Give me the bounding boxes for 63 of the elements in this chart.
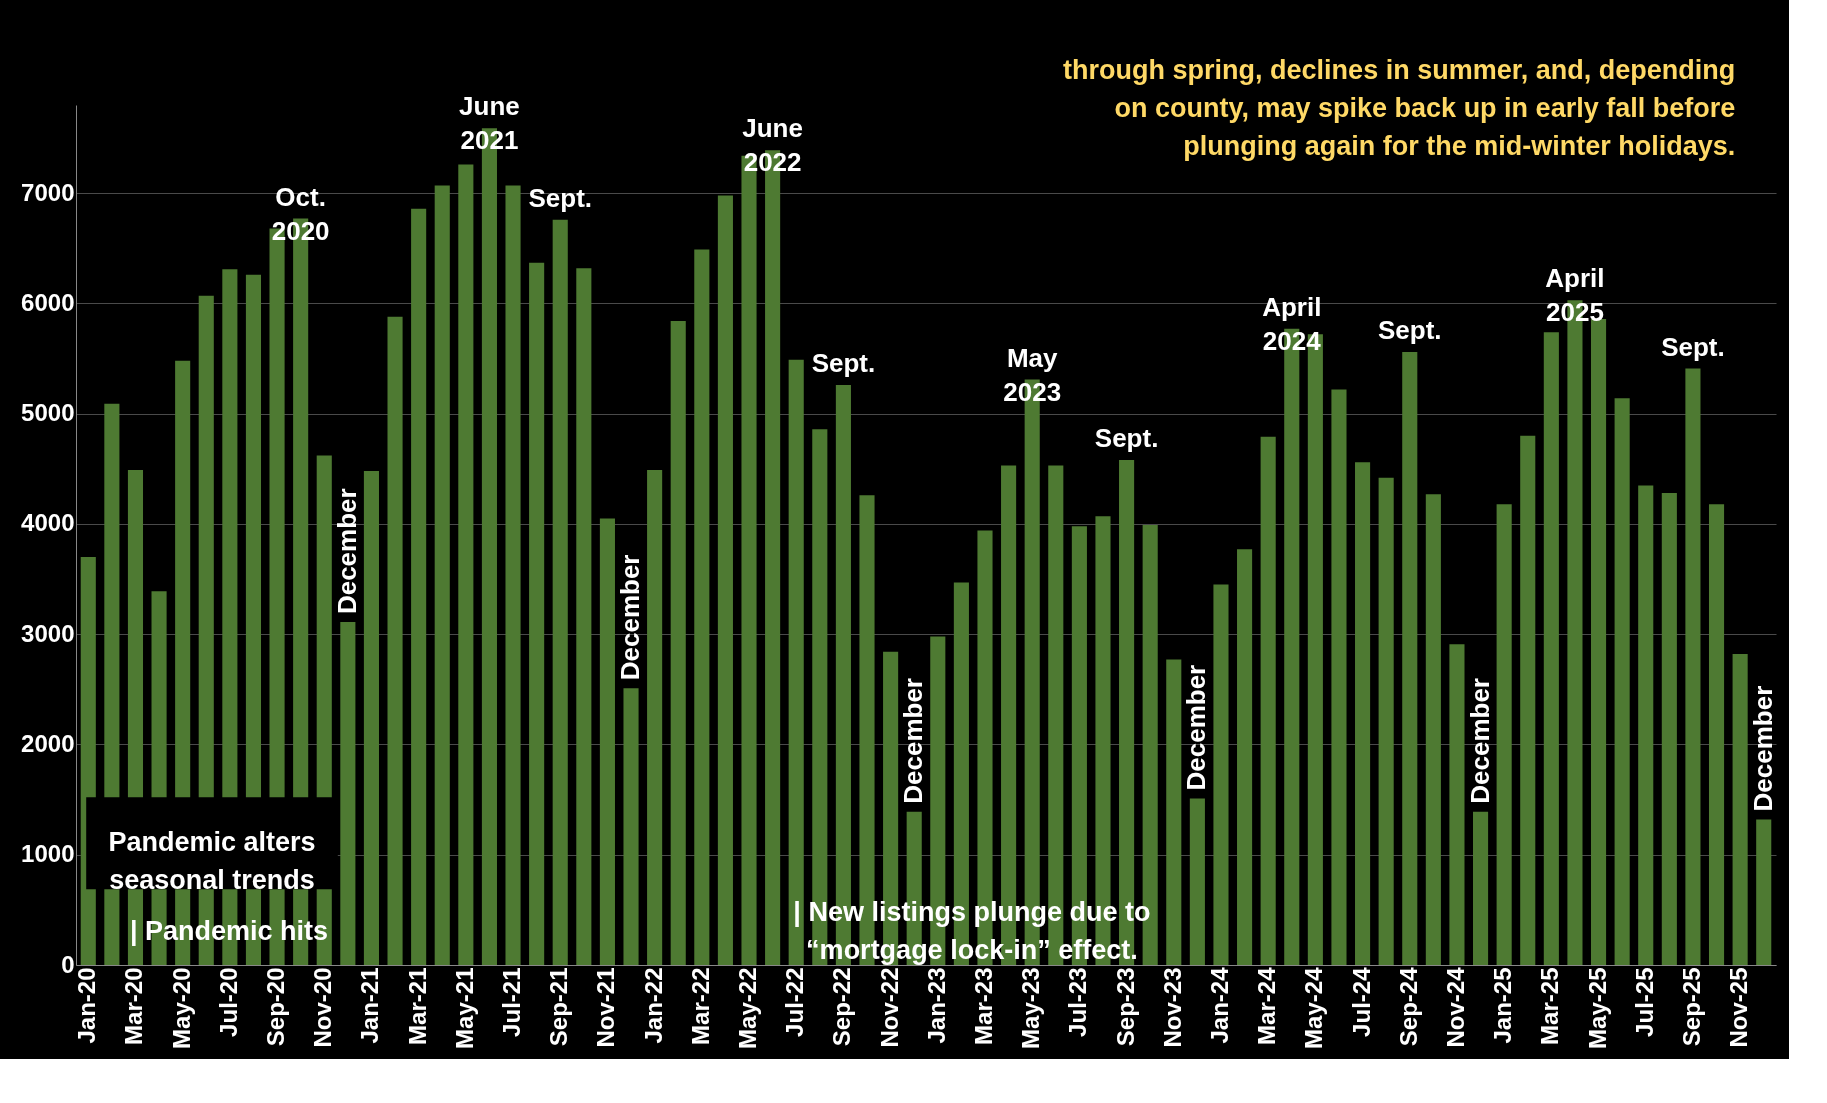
annotation: December	[898, 678, 929, 804]
y-tick-label: 7000	[21, 178, 75, 206]
x-tick-label: Sep-21	[545, 967, 573, 1047]
x-tick-label: Mar-23	[969, 967, 997, 1045]
y-tick-label: 5000	[21, 399, 75, 427]
x-tick-label: Mar-24	[1253, 966, 1281, 1045]
x-tick-label: Jan-24	[1205, 966, 1233, 1044]
x-tick-label: Jan-25	[1489, 967, 1517, 1044]
annotation: through spring, declines in summer, and, depending on county, may spike back up in early fall before plunging again for the mid-winter holidays.	[1063, 54, 1736, 161]
x-tick-label: May-22	[734, 967, 762, 1049]
x-tick-label: Sep-24	[1394, 966, 1422, 1047]
x-tick-label: May-25	[1583, 967, 1611, 1049]
annotation: Sept.	[528, 182, 593, 213]
x-tick-label: Jul-25	[1630, 967, 1658, 1037]
annotation: Sept.	[1377, 314, 1442, 345]
annotation: Sept.	[811, 348, 876, 379]
x-tick-label: Mar-21	[403, 967, 431, 1045]
annotation: December	[331, 488, 362, 615]
y-tick-label: 1000	[21, 840, 75, 868]
annotation: April 2024	[1262, 291, 1322, 356]
y-tick-label: 0	[61, 950, 75, 978]
x-tick-label: Mar-22	[686, 967, 714, 1045]
x-tick-label: Sep-20	[262, 967, 290, 1047]
x-tick-label: Nov-24	[1441, 966, 1469, 1048]
annotation: December	[1747, 685, 1778, 812]
x-tick-label: Jan-21	[356, 967, 384, 1044]
x-tick-label: May-20	[167, 967, 195, 1049]
annotation: Pandemic alters seasonal trends	[108, 826, 316, 895]
x-tick-label: Nov-20	[309, 967, 337, 1048]
y-tick-label: 3000	[21, 619, 75, 647]
annotation: May 2023	[1003, 342, 1062, 407]
x-tick-label: May-24	[1300, 966, 1328, 1049]
y-tick-label: 2000	[21, 729, 75, 757]
annotation: Oct. 2020	[271, 181, 330, 246]
annotation: June 2022	[742, 113, 803, 178]
x-tick-label: Jan-20	[73, 967, 101, 1044]
x-tick-label: Mar-20	[120, 967, 148, 1045]
x-tick-label: Jul-20	[214, 967, 242, 1037]
x-tick-label: Nov-22	[875, 967, 903, 1048]
annotation: December	[615, 554, 646, 681]
x-tick-label: Sep-22	[828, 967, 856, 1047]
x-tick-label: Mar-25	[1536, 967, 1564, 1045]
x-tick-label: May-21	[450, 967, 478, 1049]
annotation: December	[1181, 664, 1212, 791]
y-tick-label: 6000	[21, 288, 75, 316]
x-tick-label: Jul-21	[498, 967, 526, 1037]
x-tick-label: Jul-24	[1347, 966, 1375, 1037]
x-tick-label: Sep-23	[1111, 967, 1139, 1047]
annotation: Sept.	[1661, 331, 1725, 362]
annotation: June 2021	[459, 91, 520, 156]
x-tick-label: Nov-25	[1725, 967, 1753, 1048]
annotation: Sept.	[1094, 423, 1159, 454]
y-tick-label: 4000	[21, 509, 75, 537]
annotation: April 2025	[1545, 263, 1605, 328]
x-tick-label: Jan-22	[639, 967, 667, 1044]
x-tick-label: Nov-23	[1158, 967, 1186, 1048]
x-tick-label: Jan-23	[922, 967, 950, 1044]
x-tick-label: May-23	[1017, 967, 1045, 1049]
x-tick-label: Jul-23	[1064, 967, 1092, 1037]
annotation: December	[1464, 678, 1495, 804]
x-tick-label: Sep-25	[1677, 967, 1705, 1047]
x-tick-label: Nov-21	[592, 967, 620, 1048]
x-tick-label: Jul-22	[781, 967, 809, 1037]
